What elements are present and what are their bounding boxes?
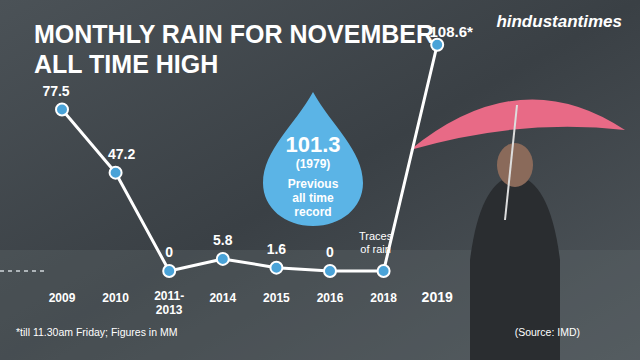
data-label: 77.5 xyxy=(42,83,69,99)
point xyxy=(217,253,229,265)
rain-line xyxy=(62,45,437,271)
x-tick-line: 2011- xyxy=(154,289,184,303)
x-tick-line: 2013 xyxy=(156,303,183,317)
data-label: 0 xyxy=(326,244,334,260)
point xyxy=(324,265,336,277)
point xyxy=(163,265,175,277)
data-label: 108.6* xyxy=(430,23,474,40)
record-value: 101.3 xyxy=(285,132,340,157)
x-tick-label: 2014 xyxy=(209,291,236,305)
record-text-line: Previous xyxy=(288,177,339,191)
record-drop xyxy=(263,92,363,226)
x-tick-label: 2011-2013 xyxy=(154,289,184,317)
data-label: 47.2 xyxy=(108,146,135,162)
x-tick-label: 2015 xyxy=(263,291,290,305)
title: MONTHLY RAIN FOR NOVEMBER xyxy=(34,20,434,48)
record-year: (1979) xyxy=(296,157,331,171)
x-tick-label: 2010 xyxy=(102,291,129,305)
point xyxy=(378,265,390,277)
data-label: 1.6 xyxy=(267,241,287,257)
x-tick-label: 2009 xyxy=(49,291,76,305)
record-text-line: record xyxy=(294,205,331,219)
point xyxy=(270,262,282,274)
umbrella-handle xyxy=(505,105,517,220)
record-text-line: all time xyxy=(292,191,334,205)
point xyxy=(110,167,122,179)
subtitle: ALL TIME HIGH xyxy=(34,50,218,78)
x-tick-label: 2018 xyxy=(370,291,397,305)
x-tick-label: 2019 xyxy=(422,289,453,305)
data-label: 0 xyxy=(165,244,173,260)
brand: hindustantimes xyxy=(496,12,622,31)
data-label: 5.8 xyxy=(213,232,233,248)
x-tick-label: 2016 xyxy=(317,291,344,305)
chart: MONTHLY RAIN FOR NOVEMBERALL TIME HIGH hi… xyxy=(0,0,640,360)
footnote: *till 11.30am Friday; Figures in MM xyxy=(16,326,177,338)
background xyxy=(0,0,640,360)
source: (Source: IMD) xyxy=(515,326,580,338)
plot-area xyxy=(56,39,443,277)
record-text: Previousall timerecord xyxy=(288,177,339,219)
point xyxy=(56,104,68,116)
baseline xyxy=(0,270,48,272)
traces-line: Traces xyxy=(359,230,393,242)
person-head xyxy=(497,143,533,187)
point xyxy=(431,39,443,51)
